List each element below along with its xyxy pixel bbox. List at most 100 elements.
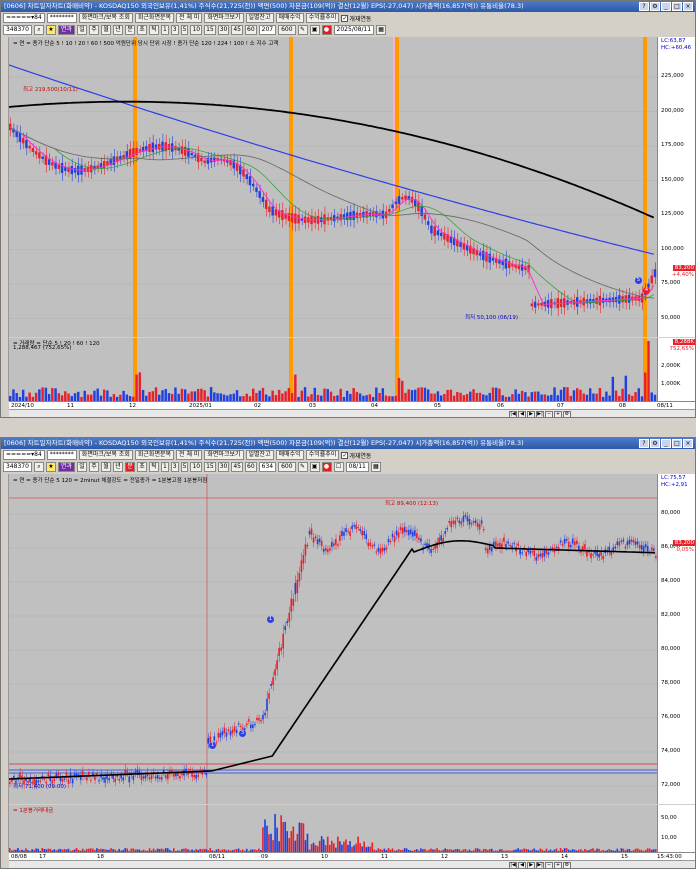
account-link-checkbox[interactable]: ✓ 개재연동 [341,14,371,23]
period-year[interactable]: 년 [112,25,123,35]
first-icon[interactable]: |◀ [509,411,517,417]
signal-badge[interactable]: 4 [643,287,650,294]
zoom-out-icon[interactable]: − [545,862,553,868]
profit-trend-button[interactable]: 수익률추이 [305,450,340,460]
stock-code-input[interactable]: 348370 [3,25,32,35]
next-icon[interactable]: ▶| [536,862,544,868]
help-icon[interactable]: ? [639,2,649,11]
signal-badge[interactable]: 1 [209,742,216,749]
period-second[interactable]: 초 [136,462,147,472]
screen-mark-button[interactable]: 화면마크/보목 조회 [78,450,133,460]
stock-name-field[interactable]: 연과 [57,25,75,35]
title-bar[interactable]: [0606] 차트일자차트(화매비약) - KOSDAQ150 외국인보유(1,… [1,1,695,12]
settings-icon[interactable]: ⚙ [563,411,571,417]
period-minute[interactable]: 분 [124,25,135,35]
first-icon[interactable]: |◀ [509,862,517,868]
interval-15[interactable]: 15 [204,462,216,472]
save-icon[interactable]: ▣ [309,462,320,472]
recent-screen-button[interactable]: 회근화면문목 [134,450,175,460]
interval-3[interactable]: 3 [170,25,179,35]
signal-badge[interactable]: 5 [635,277,642,284]
horizontal-scrollbar[interactable]: |◀ ◀ ▶ ▶| − + ⚙ [9,860,695,868]
period-month[interactable]: 월 [100,462,111,472]
account-combo[interactable]: =====▾84 [3,13,45,23]
next-icon[interactable]: ▶| [536,411,544,417]
interval-10[interactable]: 10 [190,25,203,35]
interval-45[interactable]: 45 [231,25,243,35]
trade-profit-button[interactable]: 매매수익 [275,13,304,23]
price-chart[interactable]: = 연 = 종가 단순 5 ! 10 ! 20 ! 60 ! 500 억원단위 … [9,37,657,337]
date-input[interactable]: 2025/08/11 [333,25,375,35]
minimize-icon[interactable]: _ [661,2,671,11]
minimize-icon[interactable]: _ [661,439,671,448]
interval-3[interactable]: 3 [170,462,179,472]
left-tool-strip[interactable] [1,37,9,401]
favorite-icon[interactable]: ★ [45,25,56,35]
maximize-icon[interactable]: □ [672,2,682,11]
account-link-checkbox[interactable]: ✓ 개재연동 [341,451,371,460]
save-icon[interactable]: ▣ [309,25,320,35]
interval-1[interactable]: 1 [160,462,169,472]
title-bar[interactable]: [0606] 차트일자차트(화매비약) - KOSDAQ150 외국인보유(1,… [1,438,695,449]
close-icon[interactable]: × [683,439,693,448]
help-icon[interactable]: ? [639,439,649,448]
interval-10[interactable]: 10 [190,462,203,472]
account-combo[interactable]: =====▾84 [3,450,45,460]
horizontal-scrollbar[interactable]: |◀ ◀ ▶ ▶| − + ⚙ [9,409,695,417]
left-tool-strip[interactable] [1,474,9,852]
settings-icon[interactable]: ⚙ [563,862,571,868]
period-tick[interactable]: 틱 [148,25,159,35]
checkbox-box[interactable]: ✓ [341,14,349,22]
all-button[interactable]: 전 체 미 [176,450,203,460]
zoom-in-icon[interactable]: + [554,411,562,417]
daily-balance-button[interactable]: 일별잔고 [245,13,274,23]
alarm-icon[interactable]: ● [321,462,332,472]
screen-mark-view-button[interactable]: 화면마크보기 [204,13,244,23]
interval-45[interactable]: 45 [231,462,243,472]
close-icon[interactable]: × [683,2,693,11]
recent-screen-button[interactable]: 회근화면문목 [134,13,175,23]
signal-badge[interactable]: 3 [239,730,246,737]
interval-60[interactable]: 60 [245,25,257,35]
prev-icon[interactable]: ◀ [518,862,526,868]
period-tick[interactable]: 틱 [148,462,159,472]
alarm-icon[interactable]: ● [321,25,332,35]
pen-icon[interactable]: ✎ [297,25,308,35]
favorite-icon[interactable]: ★ [45,462,56,472]
interval-5[interactable]: 5 [180,25,189,35]
period-day[interactable]: 일 [76,25,87,35]
profit-trend-button[interactable]: 수익률추이 [305,13,340,23]
price-chart[interactable]: = 연 = 종가 단순 5 120 = 2minut 체결강도 = 전일종가 =… [9,474,657,804]
password-field[interactable]: ******** [46,450,77,460]
interval-60[interactable]: 60 [245,462,257,472]
all-button[interactable]: 전 체 미 [176,13,203,23]
period-year[interactable]: 년 [112,462,123,472]
stock-code-input[interactable]: 348370 [3,462,32,472]
period-month[interactable]: 월 [100,25,111,35]
interval-30[interactable]: 30 [217,462,230,472]
trade-profit-button[interactable]: 매매수익 [275,450,304,460]
signal-badge[interactable]: 1 [267,616,274,623]
date-input[interactable]: 08/11 [345,462,369,472]
settings-icon[interactable]: ⚙ [650,2,660,11]
checkbox-icon[interactable]: ☐ [333,462,344,472]
zoom-in-icon[interactable]: + [554,862,562,868]
search-icon[interactable]: ⌕ [33,462,44,472]
count-input[interactable]: 634 [258,462,277,472]
interval-1[interactable]: 1 [160,25,169,35]
stock-name-field[interactable]: 연과 [57,462,75,472]
calendar-icon[interactable]: ▦ [376,25,387,35]
interval-15[interactable]: 15 [204,25,216,35]
volume-chart[interactable]: = 거래량 = 단순 5 ! 20 ! 60 ! 120 1,288,467 (… [9,338,657,401]
volume-chart[interactable]: = 1분봉거래대금 [9,805,657,852]
maximize-icon[interactable]: □ [672,439,682,448]
daily-balance-button[interactable]: 일별잔고 [245,450,274,460]
pen-icon[interactable]: ✎ [297,462,308,472]
calendar-icon[interactable]: ▦ [370,462,381,472]
screen-mark-view-button[interactable]: 화면마크보기 [204,450,244,460]
screen-mark-button[interactable]: 화면마크/보목 조회 [78,13,133,23]
play-icon[interactable]: ▶ [527,862,535,868]
period-second[interactable]: 초 [136,25,147,35]
interval-30[interactable]: 30 [217,25,230,35]
period-week[interactable]: 주 [88,462,99,472]
